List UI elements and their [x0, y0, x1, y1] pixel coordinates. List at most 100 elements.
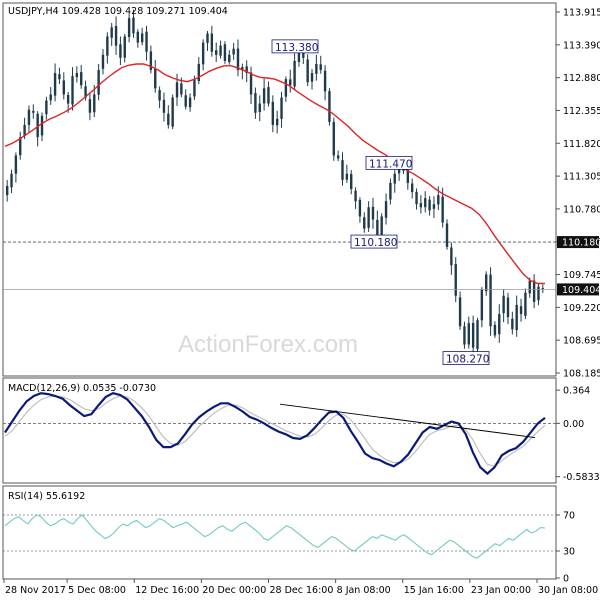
price-tick-label: 111.305: [563, 172, 600, 183]
time-tick-label: 15 Jan 16:00: [404, 585, 464, 596]
candle-body: [389, 182, 392, 200]
symbol-header: USDJPY,H4 109.428 109.428 109.271 109.40…: [8, 6, 228, 17]
candle-body: [406, 169, 410, 183]
candle-body: [36, 113, 39, 138]
annotation-label: 110.180: [354, 237, 397, 249]
current-price-tag-text: 109.404: [562, 285, 600, 296]
candle-body: [223, 44, 227, 61]
candle-body: [75, 73, 79, 78]
price-annotations: 113.380 111.470 110.180 108.270: [271, 39, 490, 366]
candle-body: [80, 72, 83, 86]
rsi-axis: 70 30 0: [556, 511, 575, 585]
candle-body: [53, 73, 57, 96]
candle-body: [175, 82, 179, 98]
candle-body: [306, 59, 309, 83]
price-tick-label: 109.745: [563, 270, 600, 281]
candle-body: [136, 31, 140, 43]
rsi-panel-frame: [2, 485, 557, 580]
price-tick-label: 110.780: [563, 204, 600, 215]
price-tick-label: 113.390: [563, 40, 600, 51]
candle-body: [10, 173, 13, 188]
candle-body: [119, 44, 122, 58]
candle-body: [336, 155, 340, 159]
candle-body: [154, 68, 157, 89]
candle-body: [215, 50, 218, 55]
candle-body: [88, 99, 92, 113]
time-tick-label: 12 Dec 16:00: [135, 585, 199, 596]
moving-average-layer: [4, 63, 545, 285]
macd-tick-label: -0.5833: [563, 472, 600, 483]
candle-body: [245, 66, 248, 74]
candle-body: [71, 76, 74, 105]
candle-body: [254, 93, 257, 113]
candle-body: [532, 280, 536, 302]
candle-body: [441, 196, 444, 223]
candle-body: [428, 199, 431, 211]
annotation-box: [442, 351, 490, 365]
annotation-box: [350, 234, 398, 249]
candle-body: [210, 33, 214, 52]
time-tick-label: 8 Jan 08:00: [337, 585, 391, 596]
candle-body: [393, 173, 396, 184]
level-tag-text: 110.180: [562, 238, 600, 249]
candle-body: [171, 97, 174, 127]
candle-body: [419, 203, 423, 208]
candle-body: [410, 183, 414, 193]
candle-body: [289, 79, 292, 86]
candle-body: [32, 110, 35, 113]
candle-body: [106, 36, 109, 56]
candle-body: [97, 70, 100, 95]
candle-body: [19, 137, 22, 156]
candle-body: [519, 306, 523, 315]
candle-body: [537, 286, 540, 301]
candle-body: [284, 79, 288, 97]
candle-body: [49, 94, 52, 101]
macd-tick-label: 0.00: [563, 419, 584, 430]
candle-body: [275, 118, 279, 126]
candle-body: [101, 54, 105, 69]
candle-body: [271, 101, 275, 125]
time-tick-label: 23 Jan 00:00: [471, 585, 531, 596]
candle-body: [184, 95, 187, 107]
candle-body: [114, 26, 118, 46]
price-panel-frame: [2, 2, 557, 377]
candle-body: [371, 206, 375, 220]
current-price-tag-background: [557, 283, 599, 296]
candle-body: [267, 87, 270, 104]
candle-body: [480, 289, 484, 321]
level-tag-background: [557, 236, 599, 249]
candle-body: [467, 323, 470, 345]
candle-body: [376, 219, 379, 235]
macd-layer: [4, 392, 546, 476]
time-tick-label: 30 Jan 08:00: [538, 585, 598, 596]
candle-body: [167, 113, 170, 125]
candle-body: [197, 63, 200, 82]
candle-body: [201, 42, 205, 65]
price-tick-label: 108.185: [563, 369, 600, 380]
price-tick-label: 113.915: [563, 8, 600, 19]
time-axis: 28 Nov 2017 5 Dec 08:00 12 Dec 16:00 20 Dec…: [3, 579, 598, 596]
candle-body: [485, 274, 488, 292]
rsi-tick-label: 30: [563, 547, 575, 558]
candle-body: [332, 121, 335, 156]
macd-trendline: [279, 403, 536, 438]
candle-body: [493, 324, 497, 336]
candle-body: [123, 36, 126, 58]
candle-body: [188, 97, 192, 108]
price-tick-label: 111.820: [563, 139, 600, 150]
annotation-box: [271, 39, 319, 54]
candle-body: [489, 274, 492, 327]
candle-body: [450, 247, 453, 266]
candle-body: [341, 160, 344, 180]
level-price-tag: 110.180: [557, 236, 600, 249]
candle-body: [445, 223, 449, 247]
candle-body: [66, 94, 70, 104]
candle-body: [127, 18, 131, 38]
candle-body: [515, 304, 518, 331]
candle-body: [315, 63, 318, 74]
candle-body: [437, 195, 440, 205]
candle-body: [415, 191, 418, 205]
candle-body: [502, 295, 505, 314]
candle-body: [145, 31, 148, 52]
